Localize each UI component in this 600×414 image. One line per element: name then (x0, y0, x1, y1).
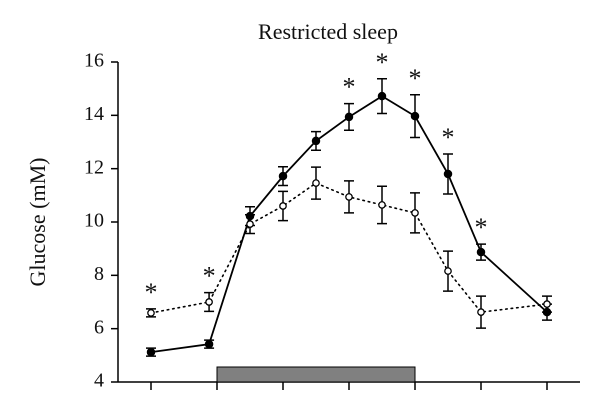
y-tick-label: 4 (94, 370, 104, 392)
data-point (205, 298, 213, 306)
significance-marker: * (145, 278, 158, 307)
data-point (345, 193, 353, 201)
y-tick-label: 8 (94, 263, 104, 285)
y-tick-label: 10 (84, 210, 104, 232)
y-tick-label: 12 (84, 156, 104, 178)
data-point (279, 202, 287, 210)
data-point (444, 267, 452, 275)
data-point (477, 308, 485, 316)
data-point (312, 179, 320, 187)
significance-marker: * (343, 73, 356, 102)
data-point (278, 171, 288, 181)
significance-marker: * (475, 213, 488, 242)
y-tick-label: 14 (84, 103, 104, 125)
y-tick-label: 6 (94, 316, 104, 338)
data-point (410, 111, 420, 121)
significance-marker: * (203, 262, 216, 291)
data-point (246, 220, 254, 228)
y-axis-label: Glucose (mM) (25, 158, 50, 287)
data-point (443, 169, 453, 179)
chart-title: Restricted sleep (258, 19, 398, 44)
series-line (150, 95, 548, 354)
data-point (311, 136, 321, 146)
data-point (344, 112, 354, 122)
data-point (147, 309, 155, 317)
significance-marker: * (442, 123, 455, 152)
data-point (476, 247, 486, 257)
y-tick-label: 16 (84, 50, 104, 72)
data-point (204, 339, 214, 349)
data-point (377, 91, 387, 101)
data-point (543, 300, 551, 308)
data-point (378, 201, 386, 209)
significance-marker: * (409, 64, 422, 93)
data-point (146, 347, 156, 357)
significance-marker: * (376, 48, 389, 77)
data-point (411, 209, 419, 217)
shaded-interval (216, 366, 416, 383)
